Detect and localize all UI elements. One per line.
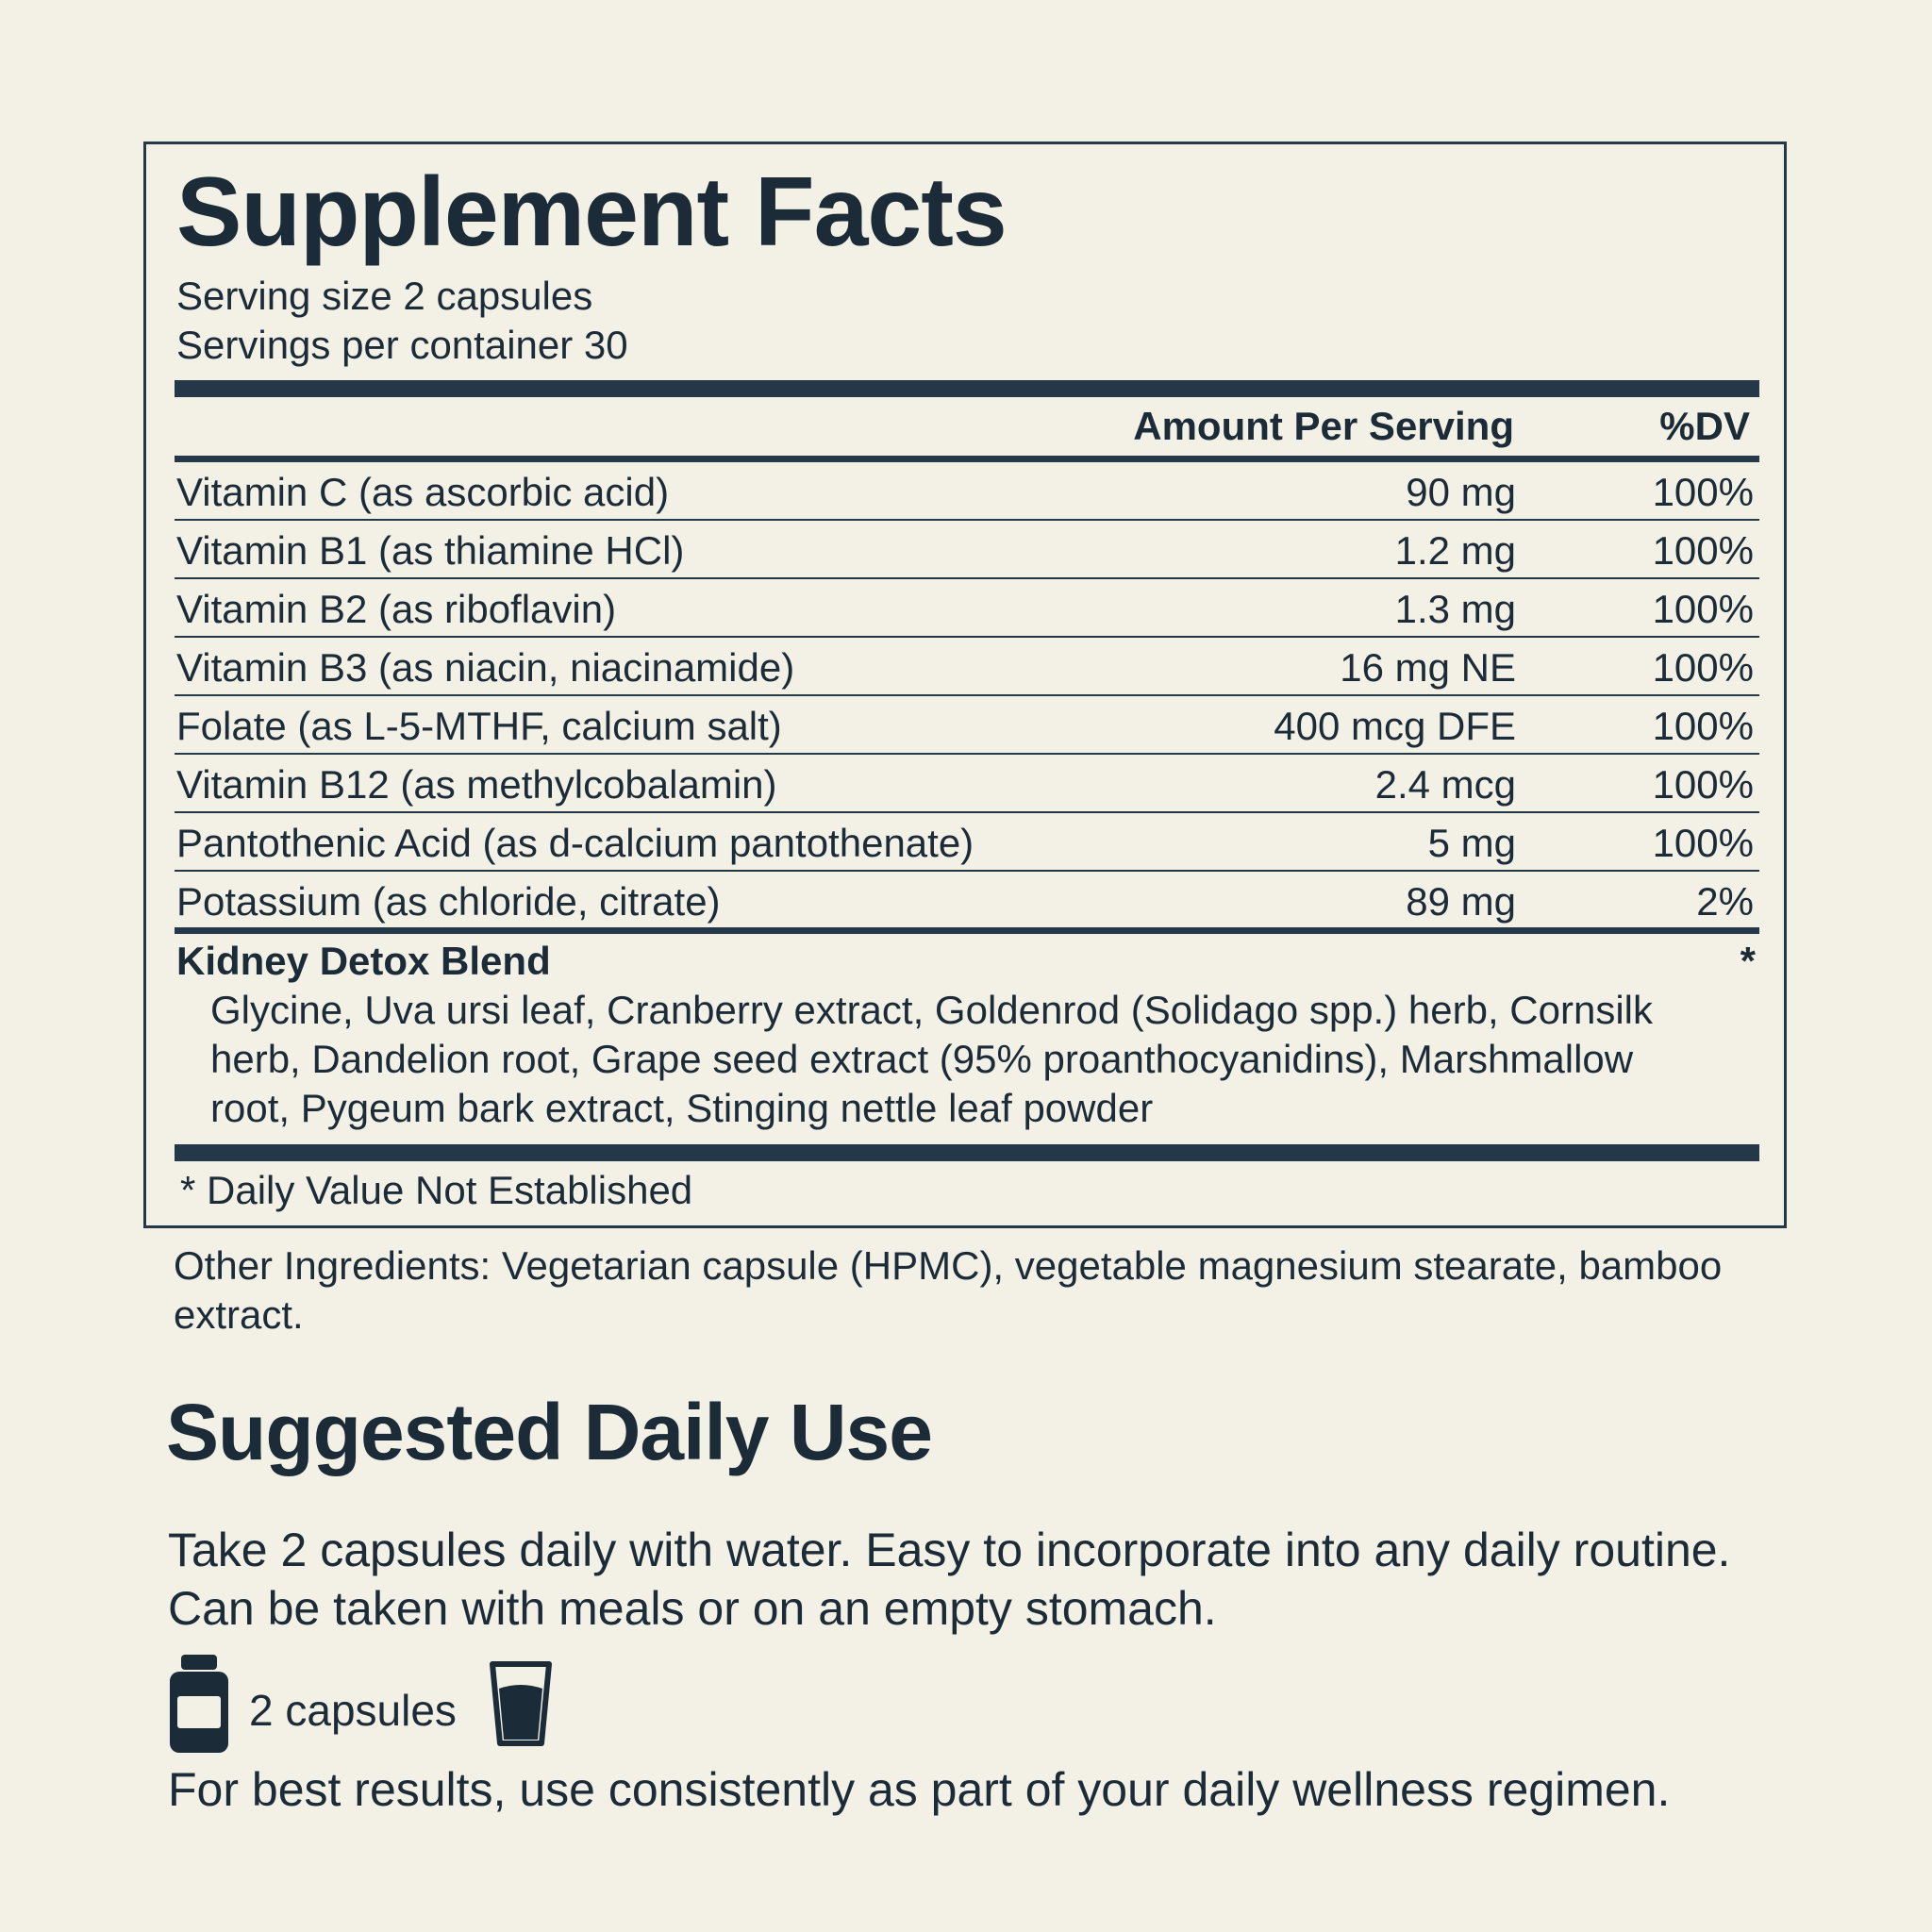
nutrient-amount: 2.4 mcg (1374, 762, 1516, 807)
nutrient-amount: 5 mg (1427, 821, 1516, 865)
nutrient-name: Vitamin B2 (as riboflavin) (176, 587, 617, 631)
thick-divider (175, 380, 1759, 397)
nutrient-row: Vitamin B3 (as niacin, niacinamide) 16 m… (175, 638, 1759, 694)
dose-row: 2 capsules (168, 1653, 734, 1755)
nutrient-dv: 100% (1652, 821, 1754, 865)
nutrient-row: Vitamin B2 (as riboflavin) 1.3 mg 100% (175, 579, 1759, 636)
nutrient-amount: 89 mg (1406, 879, 1516, 924)
nutrient-name: Vitamin C (as ascorbic acid) (176, 470, 670, 514)
blend-title: Kidney Detox Blend (176, 939, 551, 983)
nutrient-name: Vitamin B1 (as thiamine HCl) (176, 528, 685, 573)
dv-column-header: %DV (1659, 404, 1750, 448)
row-divider (175, 519, 1759, 521)
thick-divider (175, 1144, 1759, 1161)
nutrient-name: Vitamin B3 (as niacin, niacinamide) (176, 645, 795, 690)
supplement-facts-panel: Supplement Facts Serving size 2 capsules… (143, 142, 1787, 1228)
other-ingredients: Other Ingredients: Vegetarian capsule (H… (174, 1243, 1723, 1337)
nutrient-amount: 1.3 mg (1394, 587, 1516, 631)
nutrient-name: Pantothenic Acid (as d-calcium pantothen… (176, 821, 974, 865)
nutrient-dv: 100% (1652, 762, 1754, 807)
bottle-icon (170, 1655, 228, 1753)
nutrient-dv: 100% (1652, 470, 1754, 514)
header-divider (175, 456, 1759, 462)
row-divider (175, 636, 1759, 638)
usage-text: Take 2 capsules daily with water. Easy t… (168, 1524, 1731, 1635)
nutrient-row: Folate (as L-5-MTHF, calcium salt) 400 m… (175, 696, 1759, 753)
dv-footnote: * Daily Value Not Established (180, 1168, 693, 1212)
nutrient-dv: 100% (1652, 704, 1754, 748)
nutrient-amount: 90 mg (1406, 470, 1516, 514)
row-divider (175, 870, 1759, 872)
dose-label: 2 capsules (249, 1686, 457, 1735)
servings-per-container: Servings per container 30 (176, 323, 628, 367)
row-divider (175, 753, 1759, 755)
nutrient-name: Vitamin B12 (as methylcobalamin) (176, 762, 777, 807)
nutrient-amount: 16 mg NE (1340, 645, 1516, 690)
row-divider (175, 694, 1759, 696)
nutrient-row: Vitamin B12 (as methylcobalamin) 2.4 mcg… (175, 755, 1759, 811)
best-results-note: For best results, use consistently as pa… (168, 1763, 1671, 1816)
row-divider (175, 577, 1759, 579)
nutrient-amount: 1.2 mg (1394, 528, 1516, 573)
nutrient-name: Folate (as L-5-MTHF, calcium salt) (176, 704, 782, 748)
amount-column-header: Amount Per Serving (1133, 404, 1514, 448)
nutrient-row: Potassium (as chloride, citrate) 89 mg 2… (175, 872, 1759, 928)
blend-divider (175, 927, 1759, 934)
blend-ingredients: Glycine, Uva ursi leaf, Cranberry extrac… (210, 988, 1653, 1130)
row-divider (175, 811, 1759, 813)
nutrient-row: Vitamin B1 (as thiamine HCl) 1.2 mg 100% (175, 521, 1759, 577)
blend-dv-asterisk: * (1740, 939, 1756, 983)
water-glass-icon (490, 1661, 552, 1746)
serving-size: Serving size 2 capsules (176, 274, 593, 318)
nutrient-amount: 400 mcg DFE (1274, 704, 1516, 748)
facts-title: Supplement Facts (176, 158, 1008, 267)
nutrient-row: Vitamin C (as ascorbic acid) 90 mg 100% (175, 462, 1759, 519)
nutrient-dv: 100% (1652, 528, 1754, 573)
usage-title: Suggested Daily Use (166, 1388, 933, 1476)
nutrient-row: Pantothenic Acid (as d-calcium pantothen… (175, 813, 1759, 870)
nutrient-dv: 2% (1696, 879, 1754, 924)
nutrient-dv: 100% (1652, 587, 1754, 631)
nutrient-dv: 100% (1652, 645, 1754, 690)
nutrient-name: Potassium (as chloride, citrate) (176, 879, 721, 924)
